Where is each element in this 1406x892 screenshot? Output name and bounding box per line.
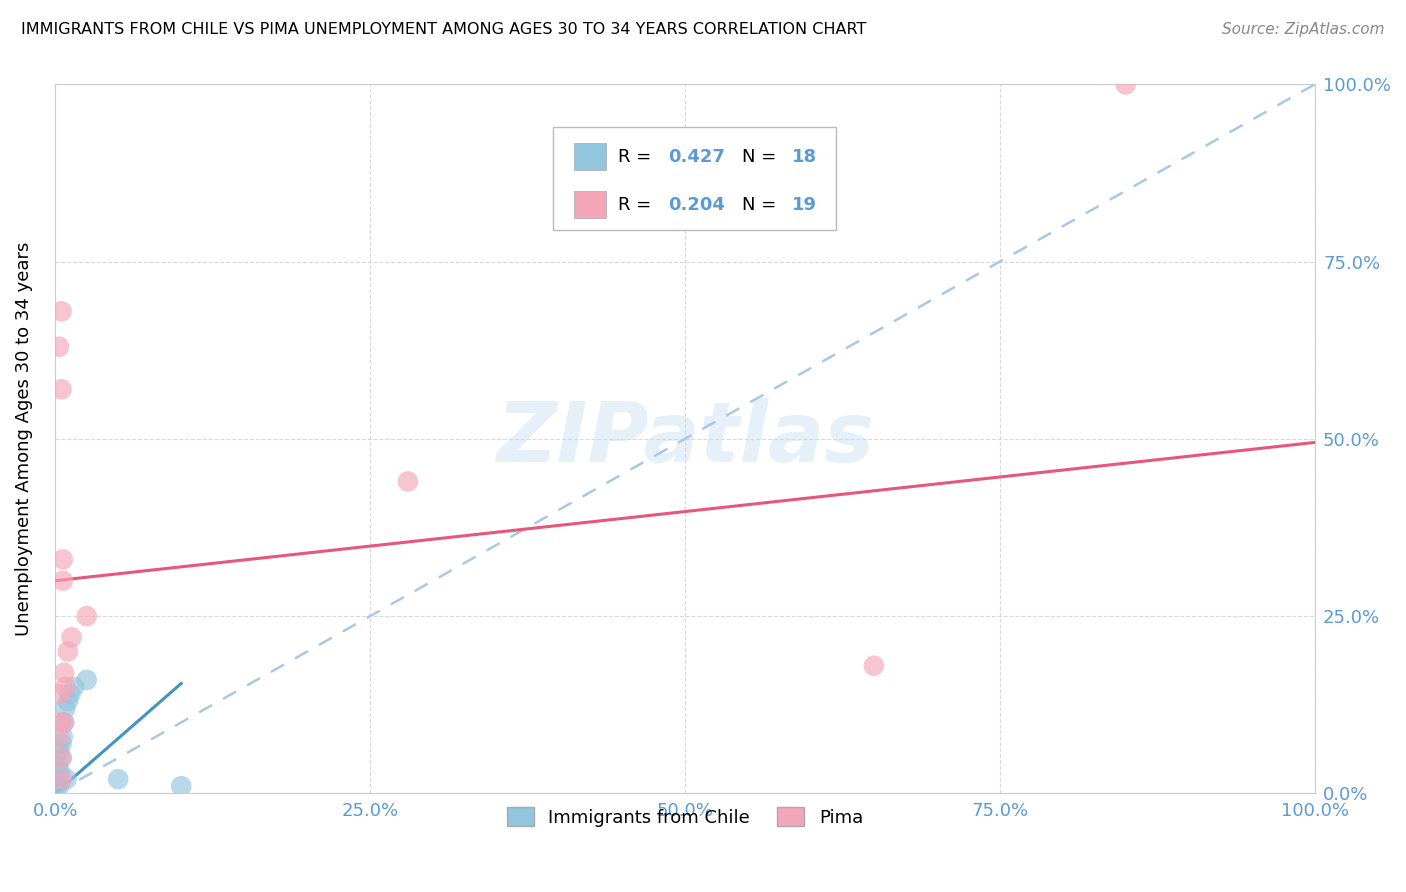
- Point: [59, 687, 82, 701]
- Text: 19: 19: [792, 195, 817, 214]
- Point: [53, 665, 76, 680]
- Point: [53, 680, 76, 694]
- Point: [56, 644, 79, 658]
- Point: [863, 658, 886, 673]
- Point: [53, 715, 76, 730]
- Point: [76, 609, 98, 624]
- Point: [46, 758, 69, 772]
- Point: [48, 340, 70, 354]
- Point: [48, 779, 70, 793]
- Point: [53, 701, 76, 715]
- Text: IMMIGRANTS FROM CHILE VS PIMA UNEMPLOYMENT AMONG AGES 30 TO 34 YEARS CORRELATION: IMMIGRANTS FROM CHILE VS PIMA UNEMPLOYME…: [21, 22, 866, 37]
- Point: [52, 574, 75, 588]
- Point: [55, 772, 77, 787]
- Point: [51, 382, 73, 396]
- Text: R =: R =: [619, 148, 657, 166]
- Text: 0.427: 0.427: [669, 148, 725, 166]
- Point: [76, 673, 98, 687]
- Point: [49, 715, 72, 730]
- Text: 18: 18: [792, 148, 817, 166]
- Text: N =: N =: [741, 195, 782, 214]
- Point: [52, 552, 75, 566]
- Point: [51, 737, 73, 751]
- Point: [51, 751, 73, 765]
- Bar: [574, 191, 606, 219]
- Y-axis label: Unemployment Among Ages 30 to 34 years: Unemployment Among Ages 30 to 34 years: [15, 242, 32, 636]
- Point: [51, 772, 73, 787]
- Point: [56, 694, 79, 708]
- Point: [48, 730, 70, 744]
- Point: [170, 779, 193, 793]
- FancyBboxPatch shape: [553, 127, 837, 230]
- Text: 0.204: 0.204: [669, 195, 725, 214]
- Bar: [574, 144, 606, 170]
- Point: [63, 680, 86, 694]
- Point: [107, 772, 129, 787]
- Point: [49, 765, 72, 780]
- Point: [49, 687, 72, 701]
- Point: [45, 779, 67, 793]
- Point: [53, 715, 76, 730]
- Text: ZIPatlas: ZIPatlas: [496, 399, 875, 479]
- Point: [51, 304, 73, 318]
- Text: N =: N =: [741, 148, 782, 166]
- Point: [52, 730, 75, 744]
- Text: R =: R =: [619, 195, 657, 214]
- Point: [51, 751, 73, 765]
- Legend: Immigrants from Chile, Pima: Immigrants from Chile, Pima: [499, 800, 870, 834]
- Point: [396, 475, 419, 489]
- Point: [46, 772, 69, 787]
- Point: [1115, 78, 1137, 92]
- Text: Source: ZipAtlas.com: Source: ZipAtlas.com: [1222, 22, 1385, 37]
- Point: [48, 744, 70, 758]
- Point: [60, 631, 83, 645]
